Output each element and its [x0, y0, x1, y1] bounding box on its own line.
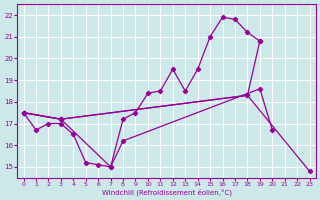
X-axis label: Windchill (Refroidissement éolien,°C): Windchill (Refroidissement éolien,°C) — [101, 188, 232, 196]
